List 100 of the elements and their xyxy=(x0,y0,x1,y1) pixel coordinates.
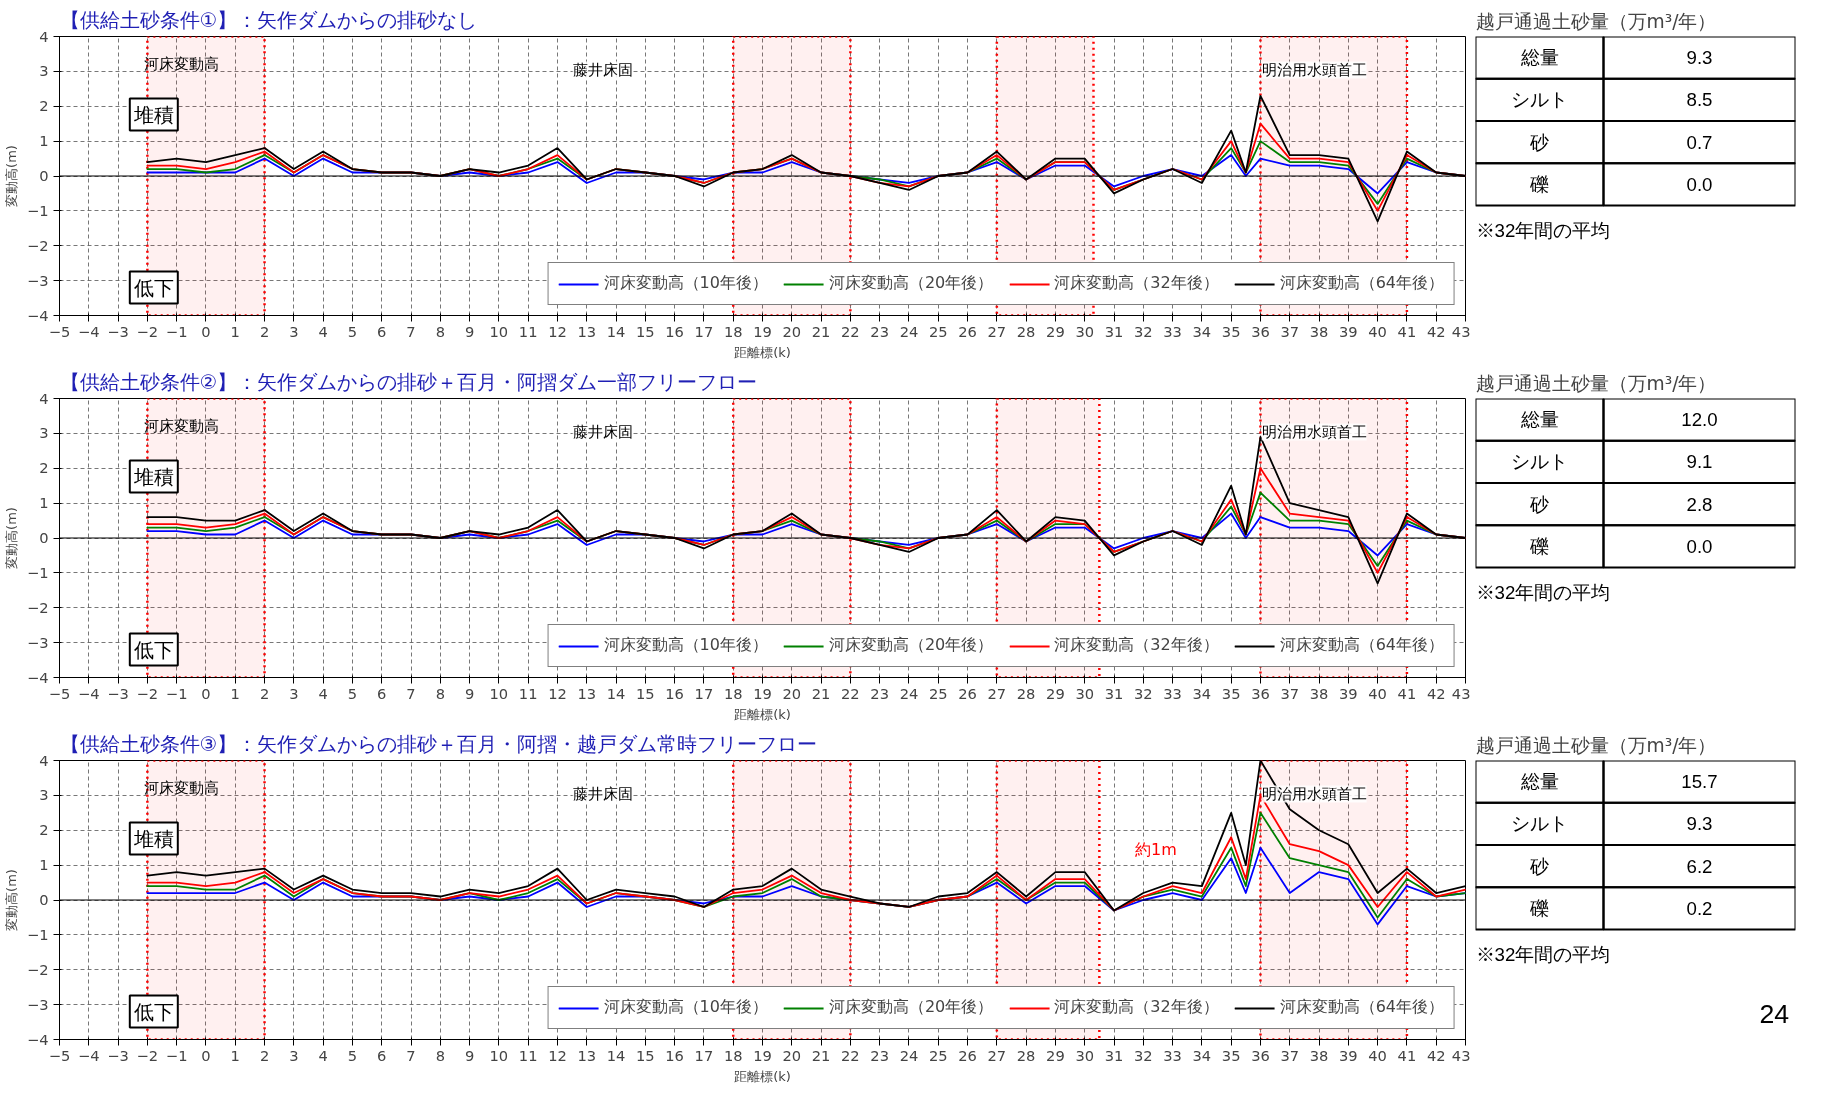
text: ※32年間の平均 xyxy=(1475,220,1611,242)
category-label: シルト xyxy=(1511,89,1568,111)
y-tick-label: −4 xyxy=(26,1030,49,1048)
x-tick-label: 15 xyxy=(636,684,655,702)
x-tick-label: 0 xyxy=(201,1046,211,1064)
x-tick-label: 38 xyxy=(1309,684,1329,702)
x-tick-label: 9 xyxy=(464,322,475,340)
x-tick-label: −5 xyxy=(48,322,71,340)
y-tick-label: 0 xyxy=(39,529,49,546)
category-label: シルト xyxy=(1511,813,1568,835)
x-tick-label: 42 xyxy=(1426,1046,1446,1064)
data-label: 0.7 xyxy=(1686,131,1713,153)
x-tick-label: 34 xyxy=(1192,684,1212,702)
x-tick-label: 21 xyxy=(811,1046,831,1064)
legend-label: 河床変動高（20年後） xyxy=(828,273,994,294)
category-label: シルト xyxy=(1511,451,1568,473)
x-tick-label: 19 xyxy=(753,684,772,702)
y-axis-title: 変動高(m) xyxy=(3,145,19,207)
x-tick-label: 4 xyxy=(318,322,328,340)
annotation: 明治用水頭首工 xyxy=(1261,61,1367,79)
x-tick-label: 34 xyxy=(1192,322,1212,340)
x-tick-label: 26 xyxy=(958,322,977,340)
x-tick-label: 29 xyxy=(1046,684,1065,702)
data-label: 0.0 xyxy=(1686,173,1713,195)
x-tick-label: 27 xyxy=(987,684,1007,702)
text: 24 xyxy=(1759,999,1790,1030)
y-tick-label: 1 xyxy=(39,132,49,150)
x-tick-label: 32 xyxy=(1133,684,1153,702)
x-tick-label: 22 xyxy=(841,684,860,702)
x-tick-label: 7 xyxy=(406,322,416,340)
y-axis-title: 変動高(m) xyxy=(3,869,19,931)
x-tick-label: 17 xyxy=(694,684,714,702)
data-label: 12.0 xyxy=(1681,409,1718,431)
x-tick-label: 20 xyxy=(782,1046,802,1064)
legend-label: 河床変動高（10年後） xyxy=(603,635,768,656)
annotation: 低下 xyxy=(133,275,174,300)
x-tick-label: 2 xyxy=(259,1046,270,1064)
x-tick-label: −5 xyxy=(48,684,71,702)
x-tick-label: 24 xyxy=(899,1046,919,1064)
x-axis-title: 距離標(k) xyxy=(734,1068,791,1084)
legend-label: 河床変動高（10年後） xyxy=(603,273,768,294)
x-tick-label: 27 xyxy=(987,1046,1007,1064)
x-tick-label: 31 xyxy=(1104,1046,1124,1064)
y-tick-label: −4 xyxy=(26,306,49,324)
x-tick-label: 12 xyxy=(548,684,567,702)
x-tick-label: 10 xyxy=(489,1046,509,1064)
x-tick-label: 9 xyxy=(464,1046,475,1064)
x-tick-label: 24 xyxy=(899,322,919,340)
x-tick-label: −4 xyxy=(77,322,100,340)
x-tick-label: 29 xyxy=(1046,1046,1065,1064)
x-tick-label: 25 xyxy=(928,684,948,702)
x-tick-label: 0 xyxy=(201,322,211,340)
x-tick-label: 28 xyxy=(1016,322,1036,340)
legend-label: 河床変動高（20年後） xyxy=(828,635,994,656)
x-tick-label: 18 xyxy=(723,1046,743,1064)
data-label: 8.5 xyxy=(1686,89,1713,111)
category-label: 砂 xyxy=(1529,855,1549,877)
x-tick-label: 8 xyxy=(435,322,445,340)
x-tick-label: 25 xyxy=(928,322,948,340)
x-tick-label: 33 xyxy=(1163,322,1182,340)
annotation: 藤井床固 xyxy=(572,61,633,79)
x-tick-label: 42 xyxy=(1426,322,1446,340)
category-label: 総量 xyxy=(1519,771,1559,793)
x-tick-label: 37 xyxy=(1280,1046,1300,1064)
x-tick-label: 40 xyxy=(1368,1046,1387,1064)
annotation: 低下 xyxy=(133,999,174,1024)
x-tick-label: 17 xyxy=(694,322,714,340)
x-tick-label: 22 xyxy=(841,1046,860,1064)
x-tick-label: 1 xyxy=(230,1046,240,1064)
x-tick-label: −3 xyxy=(107,1046,129,1064)
x-tick-label: 40 xyxy=(1368,684,1387,702)
x-tick-label: 14 xyxy=(606,322,626,340)
x-tick-label: 22 xyxy=(841,322,860,340)
y-tick-label: 4 xyxy=(39,389,49,407)
legend-label: 河床変動高（64年後） xyxy=(1279,997,1444,1018)
data-label: 9.3 xyxy=(1686,47,1713,69)
x-tick-label: −2 xyxy=(136,684,159,702)
x-tick-label: 21 xyxy=(811,684,831,702)
x-tick-label: 13 xyxy=(577,322,597,340)
x-tick-label: 41 xyxy=(1397,1046,1417,1064)
x-tick-label: 6 xyxy=(377,1046,387,1064)
annotation: 藤井床固 xyxy=(572,785,633,803)
annotation: 河床変動高 xyxy=(143,779,219,798)
x-tick-label: 34 xyxy=(1192,1046,1212,1064)
data-label: 9.1 xyxy=(1686,451,1713,473)
x-tick-label: 39 xyxy=(1339,322,1358,340)
x-tick-label: −5 xyxy=(48,1046,71,1064)
x-tick-label: 30 xyxy=(1075,1046,1095,1064)
y-tick-label: 2 xyxy=(39,821,49,839)
annotation: 堆積 xyxy=(132,464,174,489)
x-tick-label: −3 xyxy=(107,322,129,340)
x-tick-label: 30 xyxy=(1075,684,1095,702)
x-tick-label: 36 xyxy=(1251,684,1270,702)
category-label: 総量 xyxy=(1519,47,1559,69)
x-tick-label: 14 xyxy=(606,684,626,702)
x-tick-label: 8 xyxy=(435,684,445,702)
x-tick-label: −4 xyxy=(77,684,100,702)
x-tick-label: 15 xyxy=(636,322,655,340)
data-label: 9.3 xyxy=(1686,813,1713,835)
annotation: 低下 xyxy=(133,637,174,662)
